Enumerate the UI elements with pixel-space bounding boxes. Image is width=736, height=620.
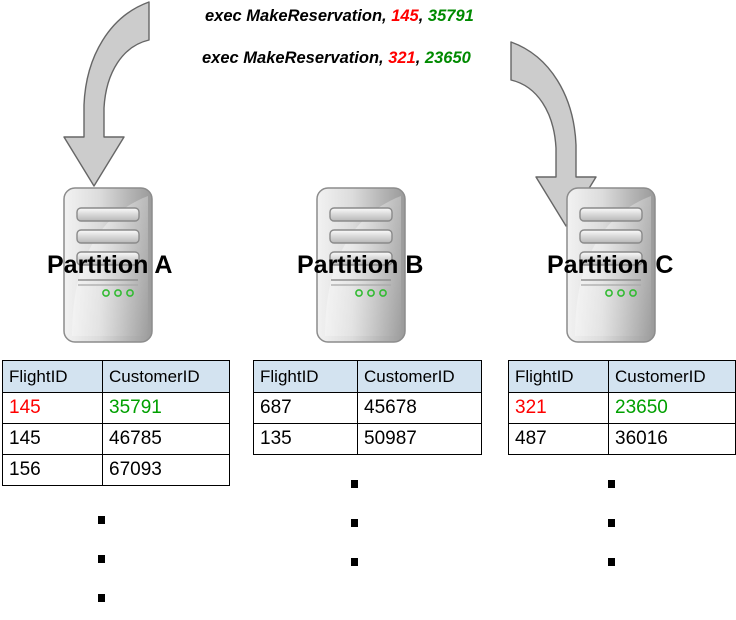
partition-a-table-ellipsis [98, 516, 105, 602]
command-2-procedure: exec MakeReservation, [202, 49, 384, 67]
ellipsis-dot [98, 555, 105, 563]
cell-flightid: 135 [253, 423, 358, 455]
partition-b-table-ellipsis [351, 480, 358, 566]
partition-label-c: Partition C [547, 251, 674, 279]
command-label-2: exec MakeReservation, 321, 23650 [202, 49, 471, 68]
partition-c-table: FlightID CustomerID 321 23650 487 36016 [508, 360, 736, 455]
column-header-customerid: CustomerID [608, 360, 736, 393]
partition-label-b: Partition B [297, 251, 424, 279]
table-row: 687 45678 [253, 392, 482, 424]
table-row: 135 50987 [253, 423, 482, 455]
command-label-1: exec MakeReservation, 145, 35791 [205, 7, 474, 26]
cell-flightid: 145 [2, 392, 103, 424]
column-header-customerid: CustomerID [102, 360, 230, 393]
column-header-flightid: FlightID [253, 360, 358, 393]
partition-b-table: FlightID CustomerID 687 45678 135 50987 [253, 360, 482, 455]
cell-flightid: 687 [253, 392, 358, 424]
cell-customerid: 45678 [357, 392, 482, 424]
arrow-to-partition-c-icon [510, 41, 597, 227]
server-tower-icon-partition-b [316, 187, 406, 343]
cell-flightid: 156 [2, 454, 103, 486]
table-header-row: FlightID CustomerID [2, 360, 230, 393]
table-row: 145 46785 [2, 423, 230, 455]
column-header-flightid: FlightID [2, 360, 103, 393]
cell-customerid: 50987 [357, 423, 482, 455]
ellipsis-dot [351, 480, 358, 488]
table-row: 321 23650 [508, 392, 736, 424]
partition-c-table-ellipsis [608, 480, 615, 566]
cell-customerid: 36016 [608, 423, 736, 455]
ellipsis-dot [608, 519, 615, 527]
command-1-separator: , [418, 7, 424, 25]
command-1-procedure: exec MakeReservation, [205, 7, 387, 25]
ellipsis-dot [608, 558, 615, 566]
command-2-customer-id: 23650 [424, 49, 471, 67]
column-header-flightid: FlightID [508, 360, 609, 393]
table-header-row: FlightID CustomerID [253, 360, 482, 393]
table-header-row: FlightID CustomerID [508, 360, 736, 393]
table-row: 487 36016 [508, 423, 736, 455]
table-row: 156 67093 [2, 454, 230, 486]
cell-flightid: 145 [2, 423, 103, 455]
cell-flightid: 321 [508, 392, 609, 424]
cell-customerid: 46785 [102, 423, 230, 455]
ellipsis-dot [608, 480, 615, 488]
column-header-customerid: CustomerID [357, 360, 482, 393]
command-2-flight-id: 321 [388, 49, 416, 67]
ellipsis-dot [98, 594, 105, 602]
command-1-flight-id: 145 [391, 7, 419, 25]
cell-flightid: 487 [508, 423, 609, 455]
partition-label-a: Partition A [47, 251, 173, 279]
ellipsis-dot [351, 519, 358, 527]
server-tower-icon-partition-c [566, 187, 656, 343]
arrow-to-partition-a-icon [63, 1, 150, 187]
ellipsis-dot [98, 516, 105, 524]
command-2-separator: , [415, 49, 421, 67]
partition-a-table: FlightID CustomerID 145 35791 145 46785 … [2, 360, 230, 486]
cell-customerid: 67093 [102, 454, 230, 486]
ellipsis-dot [351, 558, 358, 566]
table-row: 145 35791 [2, 392, 230, 424]
cell-customerid: 35791 [102, 392, 230, 424]
server-tower-icon-partition-a [63, 187, 153, 343]
command-1-customer-id: 35791 [427, 7, 474, 25]
cell-customerid: 23650 [608, 392, 736, 424]
